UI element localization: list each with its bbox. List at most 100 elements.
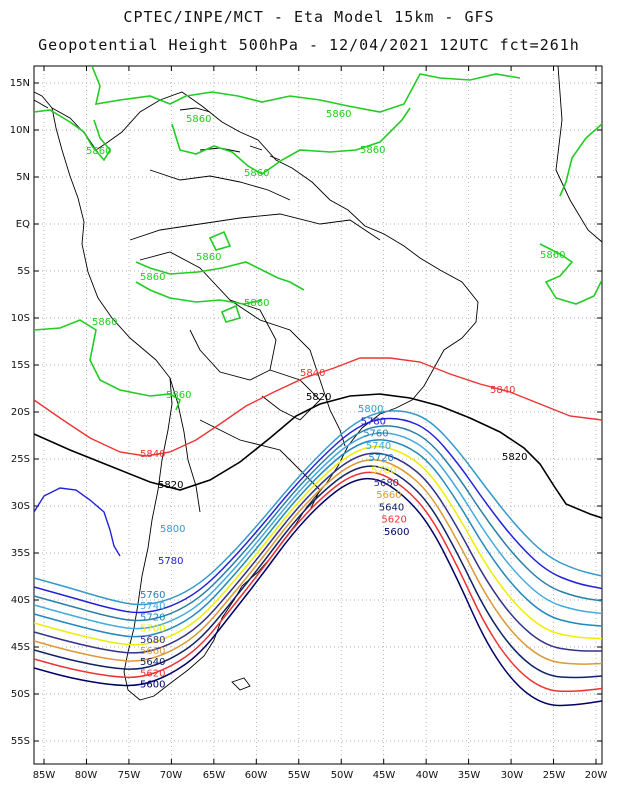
contour-5740 [34,432,602,630]
label-5860-i: 5860 [92,317,117,328]
label-5700-east: 5700 [371,466,396,477]
graticule-grid [34,66,602,764]
label-5640-west: 5640 [140,657,165,668]
label-5740-east: 5740 [366,441,391,452]
contour-5860-north [91,66,521,113]
lon-label-25w: 25W [543,770,566,781]
label-5780-east: 5780 [361,416,386,427]
label-5700-west: 5700 [140,624,165,635]
amazon-border [129,213,381,241]
lat-label-30s: 30S [11,501,30,512]
label-5860-c: 5860 [86,146,111,157]
contour-5660 [34,458,602,665]
lon-label-35w: 35W [458,770,481,781]
label-5740-west: 5740 [140,601,165,612]
band-contour-labels: 5800580057805780576057605740574057205720… [140,404,409,691]
label-5620-east: 5620 [381,515,406,526]
axis-ticks [34,66,602,764]
lon-label-30w: 30W [501,770,524,781]
label-5680-west: 5680 [140,635,165,646]
lat-label-10n: 10N [10,125,30,136]
label-5600-west: 5600 [140,680,165,691]
paraguay-border [261,369,321,421]
lat-label-35s: 35S [11,548,30,559]
andes-border [169,377,201,513]
label-5860-f: 5860 [196,252,221,263]
label-5820-a: 5820 [306,392,331,403]
falklands [231,677,251,691]
contour-5620 [34,471,602,693]
bolivia-border [189,299,277,381]
contour-5640 [34,465,602,679]
label-5760-west: 5760 [140,590,165,601]
brazil-western-border [139,251,346,447]
lat-label-eq: EQ [16,219,30,230]
contour-5680 [34,452,602,654]
contour-5860-amazon [135,261,305,305]
contour-5860-group [34,66,602,411]
label-5860-j: 5860 [166,390,191,401]
label-5800-east: 5800 [358,404,383,415]
lon-label-50w: 50W [331,770,354,781]
lon-label-80w: 80W [75,770,98,781]
title-line-2: Geopotential Height 500hPa - 12/04/2021 … [38,36,580,54]
label-5840-c: 5840 [140,449,165,460]
label-5860-g: 5860 [140,272,165,283]
lon-label-75w: 75W [118,770,141,781]
contour-5820 [34,393,602,519]
label-5860-d: 5860 [360,145,385,156]
label-5660-west: 5660 [140,646,165,657]
label-5860-e: 5860 [244,168,269,179]
lon-label-70w: 70W [160,770,183,781]
contour-5860-west [34,319,181,411]
lon-label-40w: 40W [416,770,439,781]
latitude-labels: 15N 10N 5N EQ 5S 10S 15S 20S 25S 30S 35S… [10,78,30,747]
contour-labels: 5860 5860 5860 5860 5860 5860 5860 5860 … [86,109,565,491]
label-5820-c: 5820 [158,480,183,491]
contour-5800 [34,410,602,606]
label-5820-b: 5820 [502,452,527,463]
lat-label-55s: 55S [11,736,30,747]
label-5620-west: 5620 [140,668,165,679]
contour-bands [34,410,602,707]
lat-label-5s: 5S [17,266,30,277]
label-5760-east: 5760 [363,429,388,440]
longitude-labels: 85W 80W 75W 70W 65W 60W 55W 50W 45W 40W … [33,770,608,781]
lon-label-45w: 45W [373,770,396,781]
contour-5860-small [208,230,242,323]
contour-5720 [34,439,602,638]
south-america-coast [51,91,479,701]
contour-5760 [34,425,602,622]
argentina-border [199,419,321,511]
lat-label-5n: 5N [16,172,30,183]
lon-label-85w: 85W [33,770,56,781]
label-5660-east: 5660 [376,490,401,501]
label-5860-k: 5860 [540,250,565,261]
lon-label-55w: 55W [288,770,311,781]
contour-5600 [34,477,602,707]
label-5720-east: 5720 [368,453,393,464]
lat-label-25s: 25S [11,454,30,465]
lon-label-20w: 20W [585,770,608,781]
africa-coast [555,66,602,243]
label-5840-b: 5840 [490,385,515,396]
title-line-1: CPTEC/INPE/MCT - Eta Model 15km - GFS [123,8,495,26]
contour-5840 [34,357,602,457]
coastlines [34,66,602,701]
label-5680-east: 5680 [374,478,399,489]
label-5800-west: 5800 [160,524,185,535]
contour-5780 [34,417,602,614]
lat-label-15s: 15S [11,360,30,371]
label-5840-a: 5840 [300,368,325,379]
label-5780-west: 5780 [158,556,183,567]
lat-label-40s: 40S [11,595,30,606]
label-5860-b: 5860 [326,109,351,120]
central-america [34,91,53,109]
lat-label-50s: 50S [11,689,30,700]
lat-label-15n: 15N [10,78,30,89]
lon-label-60w: 60W [245,770,268,781]
venezuela-border [149,169,291,201]
lat-label-10s: 10S [11,313,30,324]
contour-5780-west [34,487,121,557]
